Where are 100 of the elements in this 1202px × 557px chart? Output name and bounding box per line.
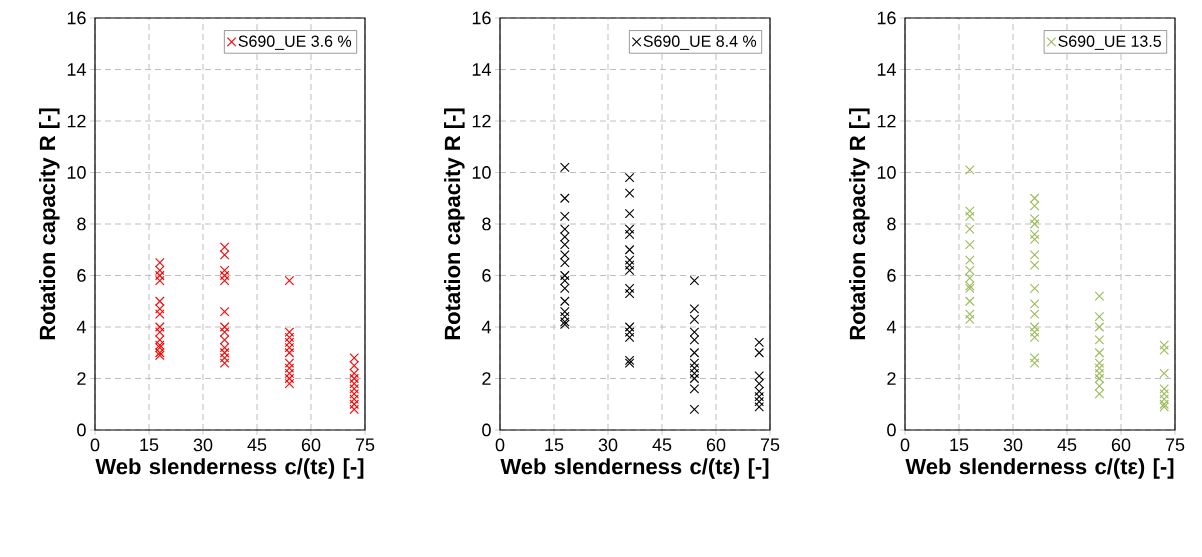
point	[219, 342, 230, 353]
point	[1029, 327, 1040, 337]
point	[1029, 353, 1040, 363]
point	[1029, 214, 1040, 224]
point	[754, 378, 764, 389]
point	[155, 322, 165, 332]
point	[560, 232, 570, 242]
x-tick-label: 0	[900, 438, 910, 452]
point	[1029, 219, 1040, 229]
point	[284, 337, 295, 348]
point	[689, 314, 700, 325]
legend-label: S690_UE 8.4 %	[643, 35, 757, 50]
point	[624, 322, 635, 332]
point	[349, 378, 359, 389]
point	[1029, 358, 1040, 368]
point	[689, 373, 700, 384]
x-tick-label: 15	[545, 438, 564, 452]
point	[1029, 309, 1040, 319]
point	[624, 260, 635, 270]
point	[1029, 322, 1040, 332]
point	[1159, 389, 1169, 399]
point	[1029, 260, 1040, 270]
point	[1094, 368, 1105, 379]
y-tick-label: 12	[67, 114, 86, 128]
point	[624, 327, 635, 337]
x-tick-label: 45	[247, 438, 267, 452]
point	[219, 322, 230, 332]
x-tick-label: 45	[652, 438, 672, 452]
x-axis-title: Web slenderness c/(tε) [-]	[905, 458, 1174, 479]
point	[219, 306, 230, 317]
point	[624, 288, 635, 299]
point	[560, 306, 570, 317]
y-tick-label: 14	[877, 63, 896, 76]
y-tick-label: 14	[67, 63, 86, 76]
point	[349, 394, 359, 404]
x-tick-label: 15	[950, 438, 969, 452]
point	[219, 270, 230, 281]
x-tick-label: 0	[90, 438, 100, 452]
point	[624, 265, 635, 276]
point	[1094, 291, 1105, 301]
point	[1094, 322, 1105, 332]
y-tick-label: 6	[482, 269, 491, 282]
point	[965, 206, 975, 216]
y-tick-label: 2	[887, 372, 896, 385]
point	[754, 337, 764, 348]
point	[284, 368, 295, 379]
point	[560, 283, 570, 294]
point	[219, 250, 230, 260]
point	[155, 275, 165, 286]
point	[560, 239, 570, 250]
point	[1094, 311, 1105, 322]
point	[219, 335, 230, 345]
point	[965, 255, 975, 265]
point	[689, 358, 700, 368]
point	[1094, 389, 1105, 399]
point	[1094, 373, 1105, 384]
point	[284, 347, 295, 358]
point	[965, 265, 975, 276]
y-tick-label: 16	[67, 11, 86, 25]
y-tick-label: 12	[472, 114, 491, 128]
point	[624, 188, 635, 198]
point	[560, 270, 570, 281]
point	[155, 265, 165, 276]
y-tick-label: 8	[887, 217, 896, 231]
point	[560, 193, 570, 204]
point	[284, 373, 295, 384]
x-axis-title: Web slenderness c/(tε) [-]	[95, 458, 364, 479]
point	[349, 373, 359, 384]
point	[284, 378, 295, 389]
point	[689, 335, 700, 345]
point	[284, 332, 295, 343]
point	[624, 332, 635, 343]
point	[1159, 384, 1169, 394]
point	[1094, 335, 1105, 345]
point	[624, 208, 635, 219]
point	[1094, 358, 1105, 368]
y-tick-label: 0	[887, 423, 896, 437]
x-tick-label: 60	[301, 438, 321, 452]
y-tick-label: 4	[886, 320, 896, 334]
point	[560, 275, 570, 286]
point	[689, 275, 700, 286]
y-tick-label: 16	[472, 11, 491, 25]
point	[560, 311, 570, 322]
y-tick-label: 6	[77, 269, 86, 282]
point	[349, 389, 359, 399]
point	[349, 384, 359, 394]
point	[965, 296, 975, 307]
point	[284, 275, 295, 286]
point	[284, 342, 295, 353]
point	[155, 304, 165, 314]
point	[349, 399, 359, 410]
point	[349, 360, 359, 371]
point	[1029, 299, 1040, 309]
point	[219, 347, 230, 358]
point	[1159, 394, 1169, 404]
point	[1094, 381, 1105, 392]
point	[219, 275, 230, 286]
point	[284, 358, 295, 368]
point	[155, 257, 165, 268]
y-tick-label: 0	[482, 423, 491, 437]
